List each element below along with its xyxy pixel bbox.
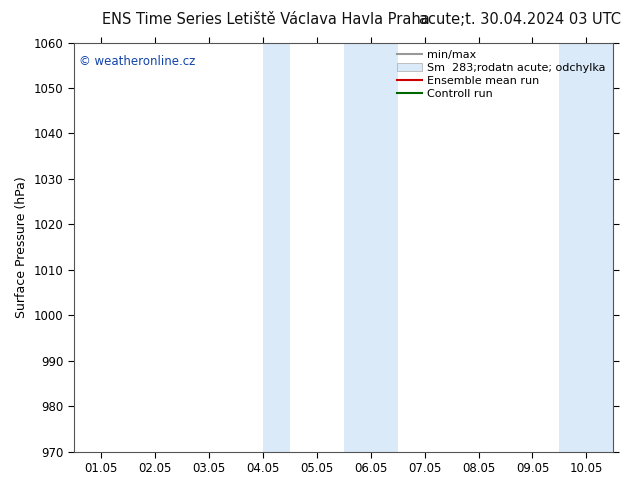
Bar: [586, 43, 614, 452]
Legend: min/max, Sm  283;rodatn acute; odchylka, Ensemble mean run, Controll run: min/max, Sm 283;rodatn acute; odchylka, …: [395, 48, 608, 101]
Text: acute;t. 30.04.2024 03 UTC: acute;t. 30.04.2024 03 UTC: [419, 12, 621, 27]
Bar: [262, 43, 290, 452]
Y-axis label: Surface Pressure (hPa): Surface Pressure (hPa): [15, 176, 28, 318]
Bar: [559, 43, 586, 452]
Bar: [344, 43, 398, 452]
Text: ENS Time Series Letiště Václava Havla Praha: ENS Time Series Letiště Václava Havla Pr…: [103, 12, 430, 27]
Text: © weatheronline.cz: © weatheronline.cz: [79, 55, 195, 68]
